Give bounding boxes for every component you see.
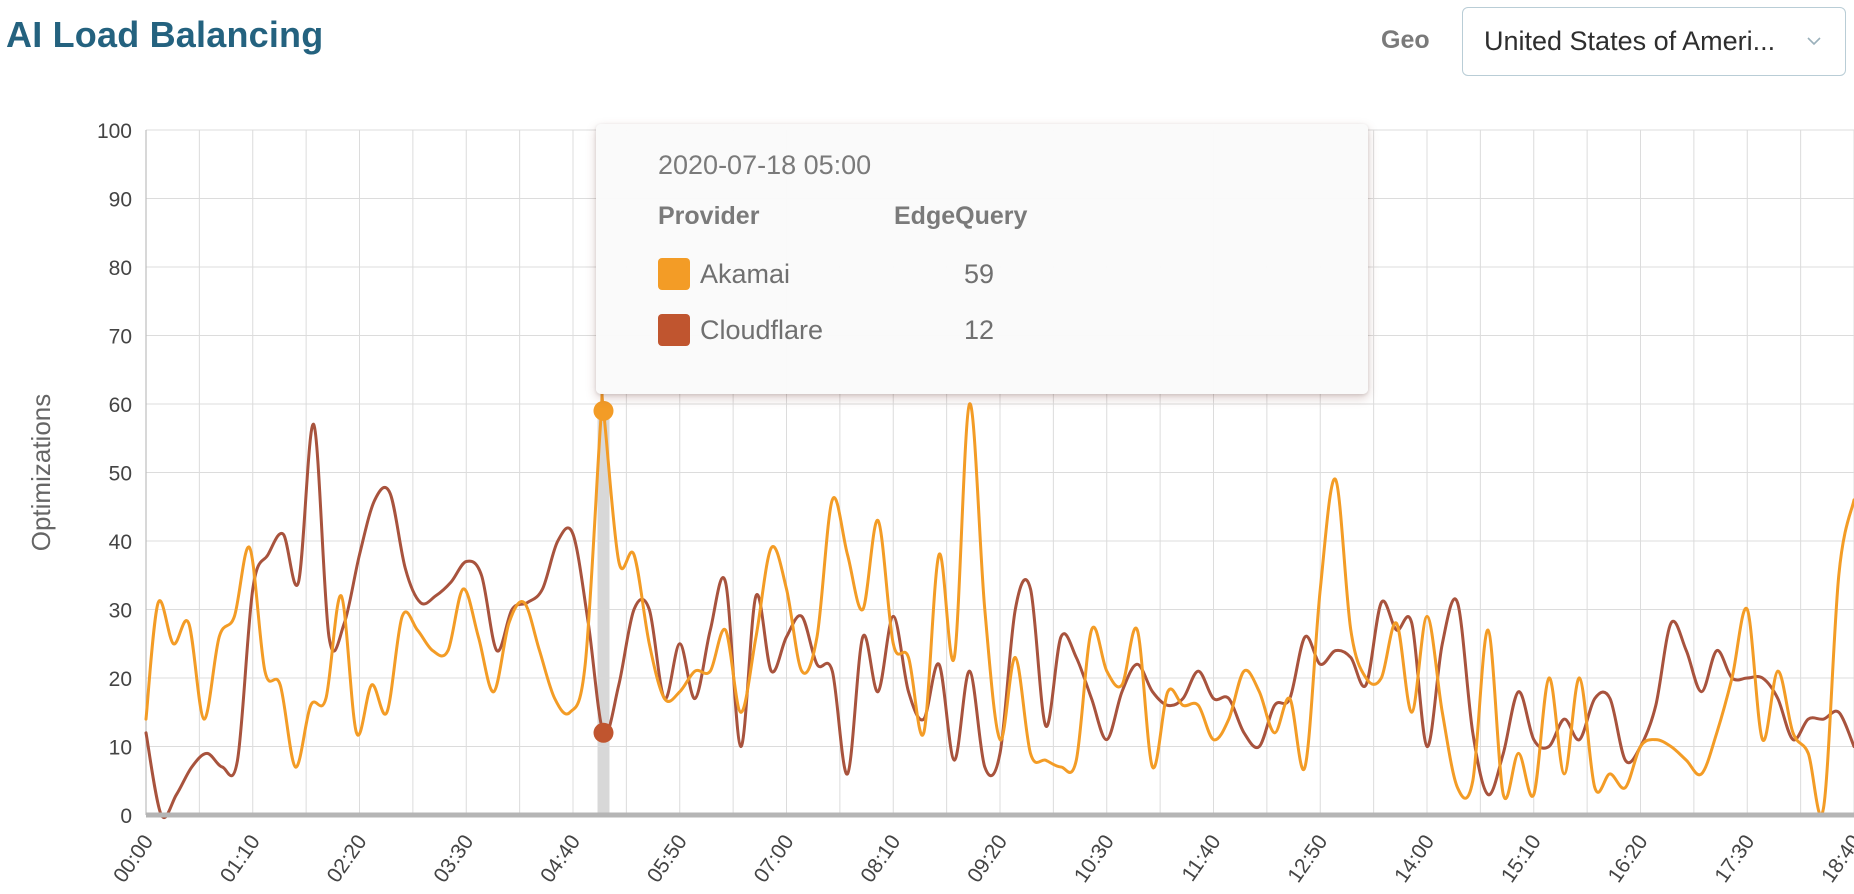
x-tick-label: 01:10 xyxy=(216,831,265,887)
x-tick-label: 00:00 xyxy=(109,831,158,887)
tooltip-row-cloudflare: Cloudflare 12 xyxy=(658,302,1368,358)
series-line-akamai xyxy=(144,391,1854,817)
tooltip-date: 2020-07-18 05:00 xyxy=(658,150,872,180)
y-tick-label: 80 xyxy=(109,257,132,280)
x-tick-label: 16:20 xyxy=(1604,831,1653,887)
geo-select[interactable]: United States of Ameri... xyxy=(1462,7,1846,76)
y-tick-label: 60 xyxy=(109,394,132,417)
y-tick-label: 40 xyxy=(109,531,132,554)
x-tick-label: 04:40 xyxy=(536,831,585,887)
tooltip-provider-name: Cloudflare xyxy=(700,314,824,345)
tooltip-provider-value: 12 xyxy=(963,314,994,345)
tooltip-col-provider: Provider xyxy=(658,202,760,230)
y-tick-label: 70 xyxy=(109,326,132,349)
legend-swatch-cloudflare xyxy=(658,314,690,346)
page-title: AI Load Balancing xyxy=(6,14,324,55)
tooltip-col-value: EdgeQuery xyxy=(894,202,1028,230)
chart-tooltip: 2020-07-18 05:00 Provider EdgeQuery Akam… xyxy=(596,124,1368,394)
x-tick-label: 18:40 xyxy=(1817,831,1854,887)
y-tick-label: 90 xyxy=(109,189,132,212)
legend-swatch-akamai xyxy=(658,258,690,290)
y-tick-label: 0 xyxy=(120,805,132,828)
x-tick-label: 11:40 xyxy=(1178,831,1226,886)
y-tick-label: 30 xyxy=(109,600,132,623)
x-tick-label: 03:30 xyxy=(429,831,478,887)
tooltip-provider-value: 59 xyxy=(963,258,994,289)
x-tick-label: 05:50 xyxy=(643,831,692,887)
x-tick-label: 17:30 xyxy=(1710,831,1759,887)
chevron-down-icon xyxy=(1807,37,1821,46)
y-tick-label: 20 xyxy=(109,668,132,691)
x-tick-label: 02:20 xyxy=(323,831,372,887)
x-tick-label: 12:50 xyxy=(1283,831,1332,887)
geo-label: Geo xyxy=(1381,26,1430,54)
tooltip-header: Provider EdgeQuery xyxy=(658,202,1368,246)
y-tick-label: 100 xyxy=(97,120,132,143)
y-axis-title: Optimizations xyxy=(26,394,56,552)
x-tick-label: 08:10 xyxy=(856,831,905,887)
y-tick-label: 50 xyxy=(109,463,132,486)
series-line-cloudflare xyxy=(144,423,1854,819)
y-tick-label: 10 xyxy=(109,737,132,760)
hover-marker-akamai xyxy=(593,400,614,421)
x-tick-label: 14:00 xyxy=(1390,831,1439,887)
tooltip-provider-name: Akamai xyxy=(700,258,791,289)
tooltip-row-akamai: Akamai 59 xyxy=(658,246,1368,302)
x-tick-label: 07:00 xyxy=(750,831,799,887)
hover-marker-cloudflare xyxy=(593,722,614,743)
x-tick-label: 15:10 xyxy=(1497,831,1546,887)
x-tick-label: 09:20 xyxy=(963,831,1012,887)
x-tick-label: 10:30 xyxy=(1070,831,1119,887)
